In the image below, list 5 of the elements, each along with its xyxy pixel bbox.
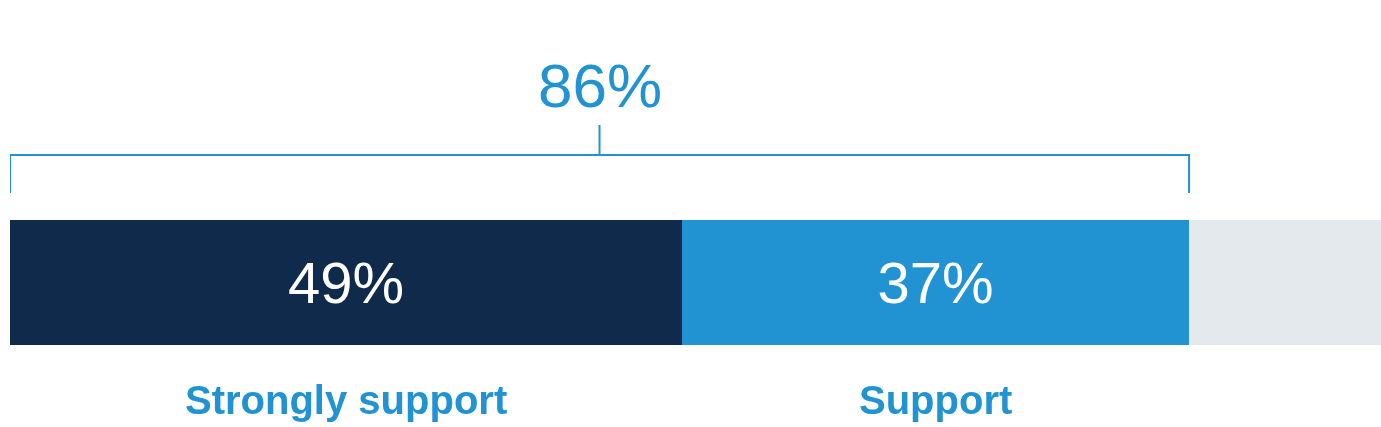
series-label: Strongly support	[185, 378, 508, 422]
text: 86%	[538, 51, 663, 120]
series-label: Support	[859, 378, 1013, 422]
data-label: 49%	[287, 250, 405, 315]
data-label: 37%	[877, 250, 994, 315]
